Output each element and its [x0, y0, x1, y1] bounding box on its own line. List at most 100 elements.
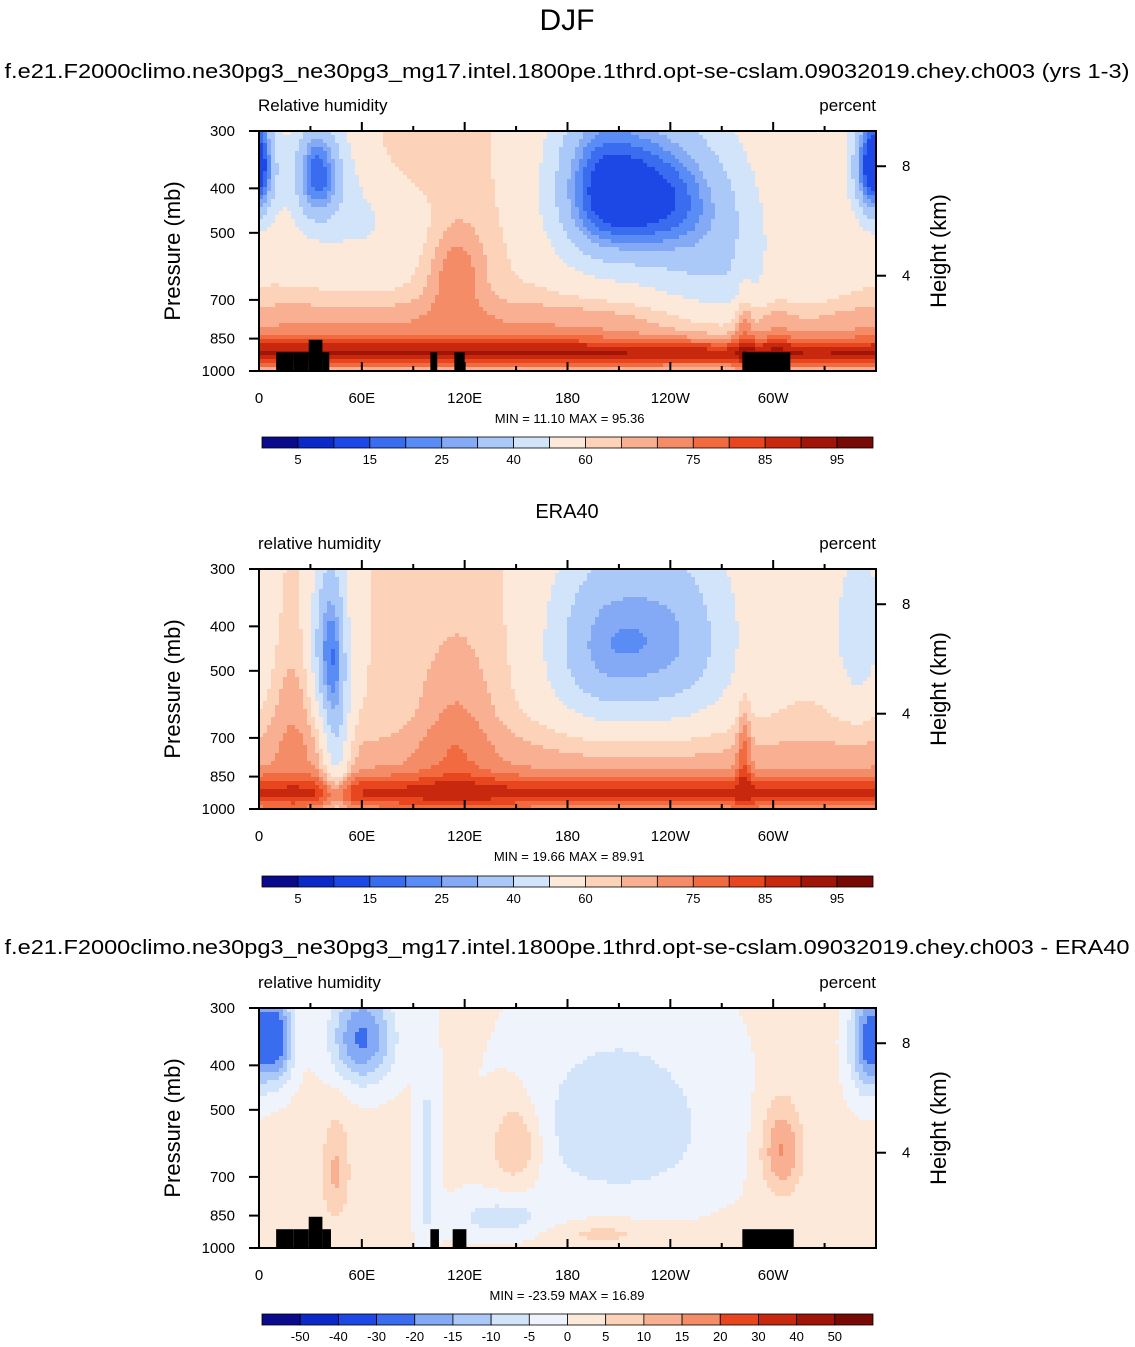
field-cell [583, 713, 692, 718]
field-cell [303, 135, 336, 140]
topography-block [742, 352, 791, 371]
field-cell [259, 1040, 284, 1045]
field-cell [347, 1192, 412, 1197]
colorbar-box [477, 436, 514, 449]
field-cell [547, 235, 568, 240]
field-cell [851, 207, 864, 212]
field-cell [795, 1160, 804, 1165]
field-cell [379, 737, 424, 742]
field-cell [415, 713, 440, 718]
field-cell [587, 227, 600, 232]
field-cell [855, 1052, 860, 1057]
field-cell [555, 199, 572, 204]
field-cell [343, 757, 352, 762]
field-cell [299, 577, 316, 582]
colorbar-box [549, 875, 586, 888]
field-cell [847, 191, 856, 196]
field-cell [375, 1052, 388, 1057]
field-cell [331, 1172, 340, 1177]
field-cell [319, 625, 324, 630]
field-cell [691, 195, 700, 200]
field-cell [315, 717, 324, 722]
field-cell [299, 569, 316, 574]
field-cell [719, 159, 748, 164]
colorbar-box [764, 436, 802, 449]
field-cell [271, 1112, 412, 1117]
field-cell [259, 1180, 324, 1185]
field-cell [259, 1164, 324, 1169]
field-cell [343, 1204, 412, 1209]
field-cell [335, 1064, 348, 1069]
field-cell [443, 1080, 524, 1085]
field-cell [647, 673, 704, 678]
field-cell [795, 1140, 804, 1145]
field-cell [859, 219, 876, 224]
field-cell [259, 279, 412, 284]
field-model [259, 131, 876, 372]
field-cell [259, 355, 740, 360]
field-cell [695, 179, 708, 184]
field-cell [503, 585, 552, 590]
field-cell [815, 701, 876, 706]
field-cell [347, 721, 360, 726]
field-cell [575, 191, 584, 196]
field-cell [583, 231, 592, 236]
field-cell [755, 761, 876, 766]
field-cell [383, 1008, 392, 1013]
field-cell [267, 211, 280, 216]
field-cell [499, 1204, 728, 1209]
field-cell [291, 1076, 304, 1081]
field-cell [491, 155, 544, 160]
field-cell [675, 1164, 748, 1169]
field-cell [747, 1028, 840, 1033]
field-cell [315, 219, 328, 224]
field-cell [311, 633, 316, 638]
field-cell [559, 1144, 688, 1149]
field-cell [315, 649, 324, 654]
field-cell [499, 219, 544, 224]
field-cell [275, 661, 304, 666]
field-cell [851, 721, 864, 726]
field-cell [323, 1184, 336, 1189]
field-cell [259, 287, 320, 292]
field-cell [583, 187, 588, 192]
field-cell [319, 597, 344, 602]
field-cell [443, 1124, 500, 1129]
field-cell [431, 765, 480, 770]
field-cell [387, 1020, 396, 1025]
field-cell [323, 585, 340, 590]
field-cell [259, 303, 276, 308]
field-cell [371, 645, 440, 650]
field-cell [267, 693, 280, 698]
field-cell [571, 669, 600, 674]
field-cell [591, 231, 612, 236]
field-cell [463, 705, 496, 710]
colorbar-box [452, 1313, 492, 1326]
field-cell [371, 581, 504, 586]
field-cell [555, 247, 580, 252]
field-cell [259, 569, 288, 574]
field-cell [495, 1132, 532, 1137]
field-cell [471, 259, 488, 264]
field-cell [539, 175, 556, 180]
field-cell [423, 1200, 432, 1205]
field-cell [579, 207, 584, 212]
field-cell [423, 1192, 432, 1197]
field-cell [347, 1096, 396, 1101]
field-cell [339, 203, 372, 208]
field-cell [327, 681, 336, 686]
field-cell [475, 781, 740, 786]
field-cell [323, 147, 332, 152]
field-cell [803, 1144, 876, 1149]
field-cell [523, 737, 584, 742]
field-cell [331, 801, 344, 806]
field-cell [851, 167, 860, 172]
field-cell [791, 1096, 844, 1101]
field-cell [259, 1104, 288, 1109]
field-cell [327, 175, 332, 180]
field-cell [267, 725, 288, 730]
field-cell [303, 175, 308, 180]
field-cell [323, 1148, 348, 1153]
field-cell [319, 757, 324, 762]
field-cell [675, 693, 724, 698]
